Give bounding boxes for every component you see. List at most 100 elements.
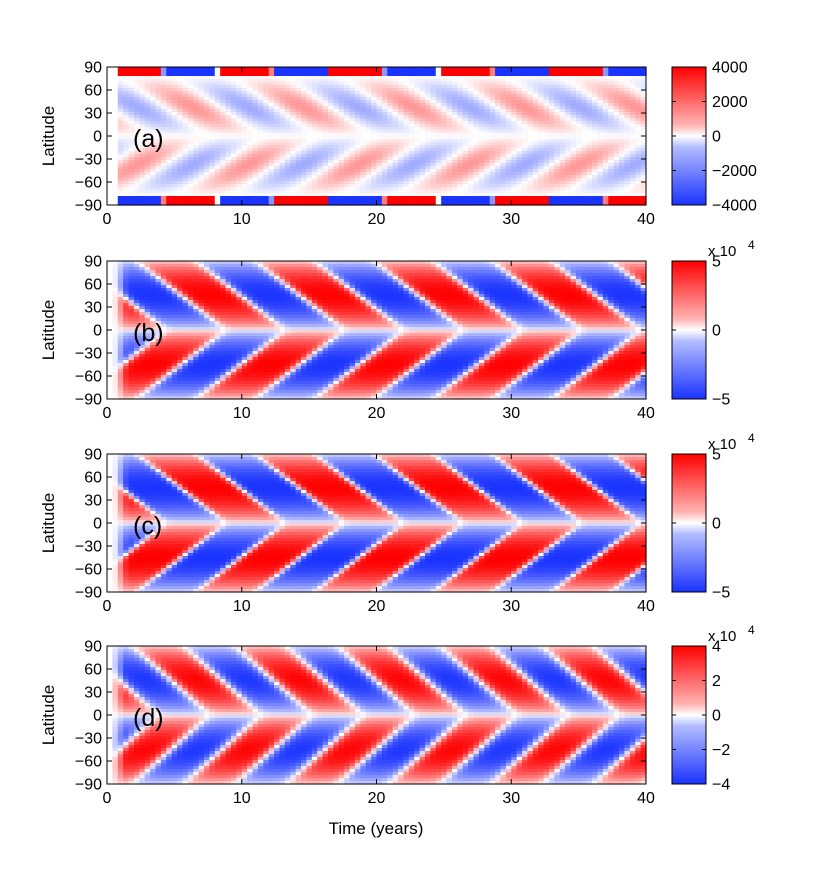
heatmap-cell [150,76,157,80]
heatmap-cell [171,151,178,155]
heatmap-cell [252,157,259,161]
heatmap-cell [220,76,227,80]
heatmap-cell [160,100,167,104]
heatmap-cell [187,196,194,200]
heatmap-cell [112,154,119,158]
heatmap-cell [160,133,167,137]
heatmap-cell [247,196,254,200]
heatmap-cell [171,91,178,95]
heatmap-cell [193,94,200,98]
heatmap-cell [133,124,140,128]
heatmap-cell [123,187,130,191]
heatmap-cell [155,136,162,140]
heatmap-cell [252,136,259,140]
heatmap-cell [214,115,221,119]
heatmap-cell [187,145,194,149]
heatmap-cell [247,169,254,173]
heatmap-cell [252,154,259,158]
heatmap-cell [198,151,205,155]
heatmap-cell [139,121,146,125]
heatmap-cell [123,154,130,158]
heatmap-cell [214,175,221,179]
heatmap-cell [123,127,130,131]
heatmap-cell [257,103,264,107]
heatmap-cell [171,106,178,110]
heatmap-cell [214,67,221,71]
heatmap-cell [225,145,232,149]
heatmap-cell [198,82,205,86]
heatmap-cell [241,160,248,164]
heatmap-cell [241,67,248,71]
heatmap-cell [214,133,221,137]
heatmap-cell [236,190,243,194]
heatmap-cell [230,91,237,95]
heatmap-cell [177,82,184,86]
heatmap-cell [150,193,157,197]
heatmap-cell [252,106,259,110]
heatmap-cell [193,181,200,185]
heatmap-cell [150,94,157,98]
heatmap-cell [225,94,232,98]
heatmap-cell [214,163,221,167]
heatmap-cell [214,73,221,77]
heatmap-cell [155,85,162,89]
heatmap-cell [204,145,211,149]
heatmap-cell [107,199,113,203]
heatmap-cell [187,106,194,110]
heatmap-cell [112,181,119,185]
heatmap-cell [204,115,211,119]
heatmap-cell [107,145,113,149]
heatmap-cell [166,190,173,194]
heatmap-cell [236,145,243,149]
heatmap-cell [257,76,264,80]
heatmap-cell [225,166,232,170]
heatmap-cell [139,172,146,176]
heatmap-cell [204,76,211,80]
heatmap-cell [187,127,194,131]
heatmap-cell [144,187,151,191]
heatmap-cell [193,175,200,179]
heatmap-cell [252,184,259,188]
heatmap-cell [198,124,205,128]
heatmap-cell [214,109,221,113]
heatmap-cell [123,172,130,176]
heatmap-cell [139,160,146,164]
heatmap-cell [123,82,130,86]
heatmap-cell [117,154,124,158]
heatmap-cell [160,172,167,176]
heatmap-cell [123,136,130,140]
heatmap-cell [155,202,162,206]
heatmap-cell [150,181,157,185]
heatmap-cell [139,190,146,194]
colorbar-tick-label: 2000 [712,94,748,111]
heatmap-cell [144,70,151,74]
heatmap-cell [225,169,232,173]
heatmap-cell [198,175,205,179]
heatmap-cell [252,178,259,182]
heatmap-cell [150,139,157,143]
heatmap-cell [204,70,211,74]
heatmap-cell [204,187,211,191]
heatmap-cell [204,175,211,179]
heatmap-cell [144,190,151,194]
heatmap-cell [155,139,162,143]
heatmap-cell [187,124,194,128]
heatmap-cell [177,127,184,131]
heatmap-cell [166,133,173,137]
heatmap-cell [155,190,162,194]
heatmap-cell [128,100,135,104]
heatmap-cell [155,142,162,146]
heatmap-cell [198,142,205,146]
heatmap-cell [177,121,184,125]
heatmap-cell [247,145,254,149]
heatmap-cell [117,184,124,188]
heatmap-cell [112,160,119,164]
heatmap-cell [187,73,194,77]
heatmap-cell [150,142,157,146]
heatmap-cell [230,196,237,200]
heatmap-cell [128,145,135,149]
heatmap-cell [166,73,173,77]
heatmap-cell [144,178,151,182]
heatmap-cell [214,178,221,182]
